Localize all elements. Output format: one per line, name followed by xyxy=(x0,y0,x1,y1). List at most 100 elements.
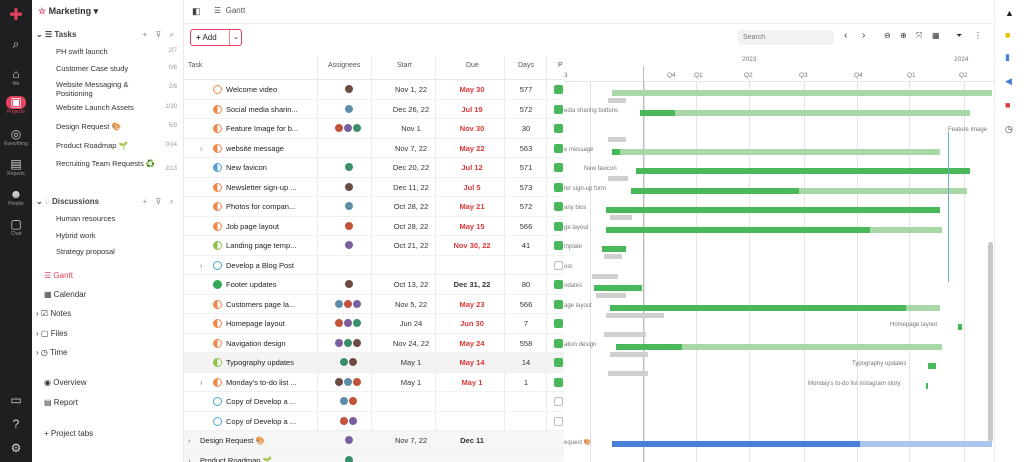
start-date[interactable]: Oct 28, 22 xyxy=(393,202,429,211)
sticky-note-icon[interactable]: ■ xyxy=(1005,30,1011,40)
start-date[interactable]: Nov 1 xyxy=(401,124,421,133)
task-name[interactable]: Copy of Develop a ... xyxy=(226,397,297,406)
gantt-bar[interactable] xyxy=(594,285,642,291)
status-icon[interactable] xyxy=(213,143,222,153)
status-icon[interactable] xyxy=(213,358,222,367)
status-icon[interactable] xyxy=(213,163,222,172)
project-switcher[interactable]: ☆ Marketing ▾ xyxy=(38,6,99,16)
table-row[interactable]: Copy of Develop a ... xyxy=(184,412,564,431)
table-row[interactable]: Social media sharin... Dec 26, 22 Jul 19 57… xyxy=(184,100,564,119)
help-icon[interactable]: ? xyxy=(12,417,20,431)
column-header-due[interactable]: Due xyxy=(466,62,479,69)
gantt-bar[interactable] xyxy=(958,324,962,330)
due-date[interactable]: Jul 5 xyxy=(463,182,481,192)
avatar[interactable] xyxy=(344,162,354,172)
avatar[interactable] xyxy=(344,84,354,94)
avatar[interactable] xyxy=(352,318,362,328)
due-date[interactable]: Jul 12 xyxy=(461,163,483,172)
task-name[interactable]: Copy of Develop a ... xyxy=(226,416,297,426)
due-date[interactable]: May 30 xyxy=(459,85,485,94)
avatar[interactable] xyxy=(352,298,362,309)
start-date[interactable]: Nov 24, 22 xyxy=(392,338,430,348)
task-name[interactable]: Typography updates xyxy=(226,358,294,367)
task-name[interactable]: Job page layout xyxy=(226,221,279,231)
table-row[interactable]: Feature Image for b... Nov 1 Nov 30 30 xyxy=(184,119,564,139)
column-header-start[interactable]: Start xyxy=(397,62,412,69)
sidebar-discussion-item[interactable]: Strategy proposal xyxy=(56,247,115,256)
task-name[interactable]: Monday's to-do list ... xyxy=(226,377,297,387)
chevron-right-icon[interactable]: › xyxy=(188,436,191,445)
start-date[interactable]: Dec 26, 22 xyxy=(392,104,430,114)
add-button[interactable]: + Add ⌄ xyxy=(190,29,242,46)
avatar[interactable] xyxy=(348,415,358,426)
tasks-section-header[interactable]: ⌄ ☰ Tasks xyxy=(36,30,77,39)
sidebar-task-item[interactable]: Recruiting Team Requests ♻️ xyxy=(56,159,156,168)
avatar[interactable] xyxy=(344,454,354,462)
table-row[interactable]: Job page layout Oct 28, 22 May 15 566 xyxy=(184,217,564,236)
filter-icon[interactable]: ⏷ xyxy=(956,31,963,40)
table-row[interactable]: Photos for compan... Oct 28, 22 May 21 572 xyxy=(184,197,564,217)
status-icon[interactable] xyxy=(213,221,222,231)
sidebar-task-item[interactable]: Website Launch Assets xyxy=(56,103,134,112)
task-name[interactable]: New favicon xyxy=(226,163,267,172)
status-icon[interactable] xyxy=(213,319,222,328)
rail-item-people[interactable]: ☻ People xyxy=(0,188,32,208)
due-date[interactable]: May 1 xyxy=(461,377,483,387)
task-name[interactable]: Welcome video xyxy=(226,85,278,94)
gantt-bar[interactable] xyxy=(606,207,940,213)
task-name[interactable]: Social media sharin... xyxy=(226,104,298,114)
start-date[interactable]: Jun 24 xyxy=(399,319,423,328)
gantt-bar[interactable] xyxy=(640,109,970,116)
rail-item-me[interactable]: ⌂ Me xyxy=(0,68,32,88)
gantt-bar[interactable] xyxy=(616,343,682,350)
avatar[interactable] xyxy=(344,201,354,211)
tasks-header-actions[interactable]: + ⊽ ⌕ xyxy=(142,30,177,39)
group-row[interactable]: › Design Request 🎨 Nov 7, 22 Dec 11 xyxy=(184,431,564,451)
search-input[interactable] xyxy=(738,30,834,45)
due-date[interactable]: May 21 xyxy=(459,202,485,211)
start-date[interactable]: Oct 28, 22 xyxy=(393,221,429,231)
table-row[interactable]: Typography updates May 1 May 14 14 xyxy=(184,353,564,373)
start-date[interactable]: Oct 13, 22 xyxy=(393,280,429,289)
start-date[interactable]: Dec 11, 22 xyxy=(393,182,429,192)
column-header-days[interactable]: Days xyxy=(518,62,534,69)
announcement-icon[interactable]: ◀ xyxy=(1005,76,1012,86)
chevron-right-icon[interactable]: › xyxy=(200,377,203,387)
calendar-icon[interactable]: ■ xyxy=(1005,100,1011,110)
due-date[interactable]: Dec 11 xyxy=(460,436,484,445)
start-date[interactable]: Nov 7, 22 xyxy=(394,436,428,445)
avatar[interactable] xyxy=(352,376,362,387)
search-icon[interactable]: ⌕ xyxy=(12,37,20,51)
table-row[interactable]: Welcome video Nov 1, 22 May 30 577 xyxy=(184,80,564,100)
start-date[interactable]: May 1 xyxy=(400,377,422,387)
chevron-right-icon[interactable]: › xyxy=(200,143,203,153)
check-status-icon[interactable] xyxy=(213,280,222,289)
table-row[interactable]: Customers page la... Nov 5, 22 May 23 566 xyxy=(184,295,564,314)
start-date[interactable]: Oct 21, 22 xyxy=(393,241,429,250)
gantt-bar[interactable] xyxy=(926,382,928,389)
add-project-tab-button[interactable]: + Project tabs xyxy=(44,429,94,438)
status-icon[interactable] xyxy=(213,104,222,114)
gantt-bar[interactable] xyxy=(612,148,940,155)
sidebar-item-time[interactable]: › ◷ Time xyxy=(36,348,68,357)
sidebar-task-item[interactable]: Website Messaging & Positioning xyxy=(56,80,129,98)
due-date[interactable]: Nov 30 xyxy=(459,124,485,133)
gantt-bar[interactable] xyxy=(631,187,967,194)
task-name[interactable]: Feature Image for b... xyxy=(226,124,299,133)
bell-icon[interactable]: ▲ xyxy=(1005,8,1014,18)
due-date[interactable]: Jul 19 xyxy=(461,104,483,114)
start-date[interactable]: Nov 5, 22 xyxy=(394,299,428,309)
create-button[interactable]: ✚ xyxy=(9,7,23,24)
table-row[interactable]: › Monday's to-do list ... May 1 May 1 1 xyxy=(184,373,564,392)
avatar[interactable] xyxy=(344,279,354,289)
due-date[interactable]: Jun 30 xyxy=(460,319,484,328)
table-row[interactable]: Landing page temp... Oct 21, 22 Nov 30, 22… xyxy=(184,236,564,256)
start-date[interactable]: Nov 7, 22 xyxy=(394,143,428,153)
message-icon[interactable]: ▭ xyxy=(10,393,22,407)
due-date[interactable]: May 24 xyxy=(459,338,485,348)
clock-icon[interactable]: ◷ xyxy=(1005,124,1013,134)
task-name[interactable]: Footer updates xyxy=(226,280,277,289)
avatar[interactable] xyxy=(344,181,354,192)
gantt-bar[interactable] xyxy=(640,109,675,116)
rail-item-reports[interactable]: ▤ Reports xyxy=(0,158,32,178)
